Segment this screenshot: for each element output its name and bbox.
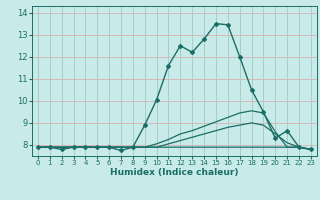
X-axis label: Humidex (Indice chaleur): Humidex (Indice chaleur) bbox=[110, 168, 239, 177]
